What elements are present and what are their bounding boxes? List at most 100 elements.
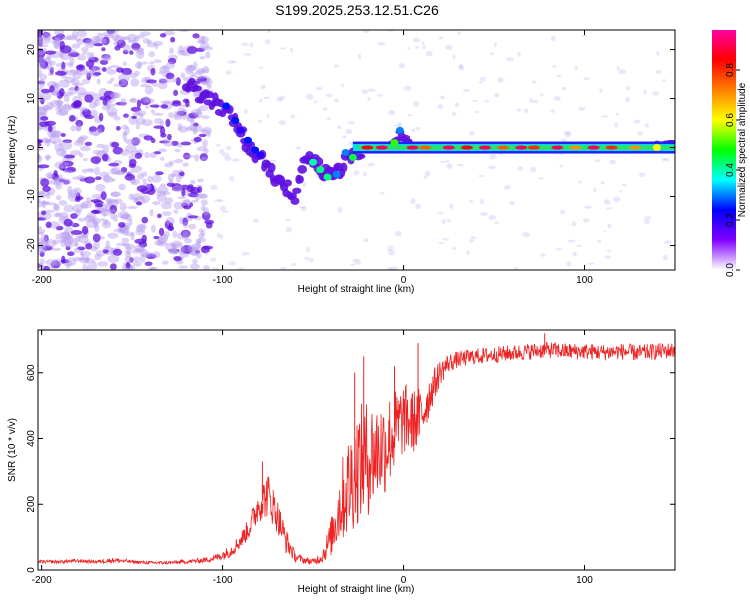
spectrogram-blob [199,56,206,60]
spectrogram-blob [202,207,210,215]
spectrogram-blob [113,228,124,233]
spectrogram-blob [219,233,224,240]
spectrogram-blob [494,221,500,224]
spectrogram-blob [81,168,89,174]
spectrogram-blob [127,205,138,210]
spectrogram-blob [179,216,184,225]
spectrogram-blob [179,171,185,177]
spectrogram-blob [367,162,375,167]
spectrogram-blob [54,143,64,152]
spectrogram-blob [113,35,124,45]
spectrogram-blob [599,88,603,93]
spectrogram-blob [51,39,57,45]
spectrogram-blob [388,109,396,116]
spectrogram-blob [175,77,181,86]
spectrogram-blob [148,61,155,65]
spectrogram-blob [92,149,105,155]
spectrogram-blob [38,164,50,169]
spectrogram-blob [158,227,165,236]
spectrogram-blob [118,228,125,234]
spectrogram-blob [38,80,45,85]
spectrogram-blob [45,139,53,144]
spectrogram-blob [171,101,182,107]
spectrogram-blob [130,97,137,103]
spectrogram-blob [563,131,572,135]
spectrogram-blob [200,42,210,50]
spectrogram-blob [108,111,118,118]
spectrogram-blob [78,235,89,244]
spectrogram-blob [421,41,425,45]
spectrogram-blob [104,54,112,61]
spectrogram-hotspot [256,151,265,159]
spectrogram-blob [49,130,62,138]
spectrogram-blob [193,153,200,162]
spectrogram-blob [199,153,208,162]
spectrogram-blob [50,260,61,269]
spectrogram-blob [94,223,100,233]
spectrogram-blob [125,246,132,255]
spectrogram-blob [79,256,90,264]
spectrogram-blob [38,190,45,196]
snr-x-label: Height of straight line (km) [298,584,415,595]
spectrogram-blob [150,224,156,233]
spectrogram-blob [158,148,167,153]
spectrogram-blob [151,200,161,206]
spectrogram-blob [53,179,62,186]
spectrogram-blob [362,171,368,177]
spectrogram-blob [39,251,45,257]
spectrogram-blob [180,229,191,238]
spectrogram-blob [111,166,121,175]
spectrogram-blob [89,101,97,109]
spectrogram-blob [164,197,174,204]
spectrogram-blob [152,40,164,46]
spectrogram-blob [77,175,84,181]
spectrogram-blob [124,267,132,270]
spectrogram-blob [131,193,144,201]
spectrogram-blob [46,81,58,88]
spectrogram-blob [153,59,162,64]
spectrogram-blob [103,218,109,226]
spectrogram-blob [178,125,189,133]
spectrogram-blob [92,209,100,214]
spectrogram-blob [403,85,412,91]
spectrogram-blob [86,72,92,81]
spectrogram-blob [158,77,170,82]
spectrogram-blob [609,159,617,165]
spectrogram-blob [572,251,577,257]
spectrogram-blob [184,127,193,132]
spectrogram-blob [118,78,129,88]
spectrogram-blob [179,252,190,258]
snr-y-label: SNR (10 * v/v) [7,418,18,482]
spectrogram-blob [58,108,69,116]
spectrogram-blob [285,218,291,222]
spectrogram-blob [198,105,209,112]
spectrogram-blob [180,236,190,240]
spectrogram-blob [106,80,113,85]
spectrogram-blob [68,86,77,96]
spectrogram-blob [73,140,84,147]
spectrogram-y-axis: -20 -10 0 10 20 [26,44,675,253]
spectrogram-blob [121,237,130,243]
spectrogram-blob [43,265,51,270]
spectrogram-blob [56,147,66,157]
spectrogram-blob [59,178,72,185]
spectrogram-blob [38,201,45,208]
spectrogram-blob [114,198,123,204]
spectrogram-blob [183,154,195,159]
spectrogram-blob [65,242,74,248]
spectrogram-blob [180,141,192,146]
ridge-blob [296,175,304,184]
snr-x-axis: -200 -100 0 100 [32,330,593,586]
spectrogram-blob [39,121,50,128]
spectrogram-blob [52,239,60,245]
spectrogram-blob [177,195,187,200]
spectrogram-blob [566,261,572,267]
spectrogram-blob [77,234,89,239]
spectrogram-blob [71,30,79,39]
snr-x-tick-label: 0 [401,575,407,586]
spectrogram-blob [51,130,63,138]
spectrogram-blob [80,251,92,257]
spectrogram-blob [112,248,123,256]
colorbar-label: Normalized spectral amplitude [737,82,748,217]
spectrogram-blob [639,172,646,178]
